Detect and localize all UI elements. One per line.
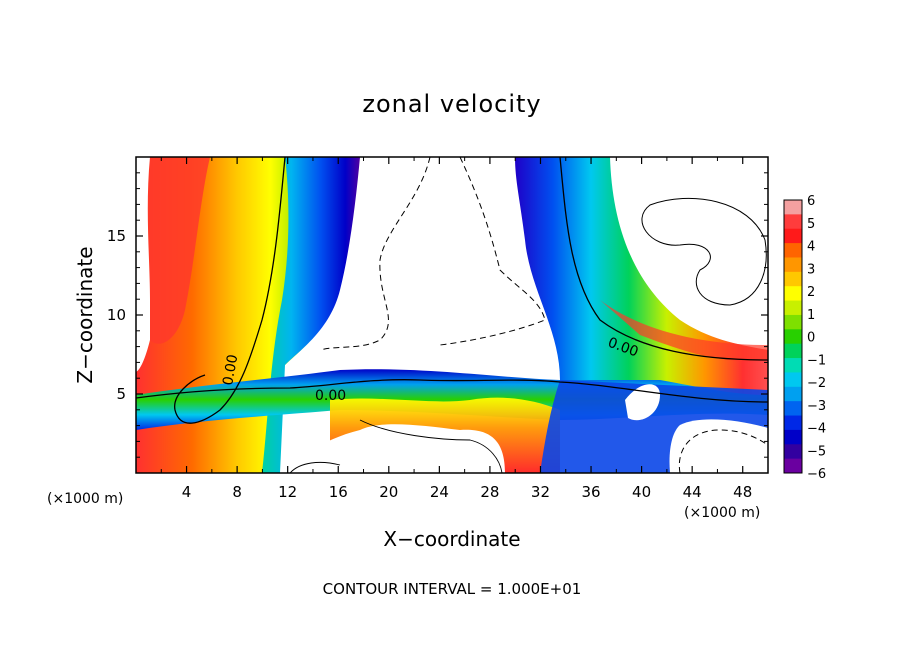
- y-tick-label: 15: [107, 227, 126, 245]
- zero-contour-left: [174, 157, 286, 424]
- colorbar-swatch: [784, 228, 802, 244]
- x-axis-label: X−coordinate: [383, 527, 520, 551]
- colorbar-frame: [783, 199, 803, 474]
- thin-contour-lower: [289, 419, 503, 473]
- right-jet-shade: [515, 157, 768, 395]
- right-lower-hole: [625, 384, 660, 421]
- chart-title: zonal velocity: [362, 90, 541, 118]
- colorbar-swatch: [784, 429, 802, 445]
- x-tick-label: 24: [430, 483, 449, 501]
- colorbar-label: 3: [807, 262, 815, 277]
- colorbar-swatch: [784, 243, 802, 258]
- colorbar-swatch: [784, 386, 802, 402]
- contour-label-2: 0.00: [315, 388, 346, 404]
- colorbar-label: −4: [807, 422, 826, 437]
- colorbar: [783, 199, 803, 474]
- colorbar-label: 5: [807, 217, 815, 232]
- zero-contour-right: [559, 157, 768, 361]
- colorbar-label: 0: [807, 331, 815, 346]
- right-jet-red-tip: [600, 300, 768, 361]
- colorbar-swatch: [784, 372, 802, 388]
- colorbar-swatch: [784, 200, 802, 215]
- plot-area: [136, 157, 768, 473]
- colorbar-swatch: [784, 300, 802, 316]
- y-tick-label: 10: [107, 306, 126, 324]
- x-tick-label: 44: [683, 483, 702, 501]
- dashed-contour-center: [319, 157, 546, 351]
- colorbar-swatch: [784, 257, 802, 273]
- y-axis-label: Z−coordinate: [73, 246, 97, 383]
- colorbar-label: 6: [807, 194, 815, 209]
- colorbar-label: −3: [807, 399, 826, 414]
- colorbar-label: −2: [807, 376, 826, 391]
- x-tick-label: 48: [733, 483, 752, 501]
- colorbar-label: 2: [807, 285, 815, 300]
- colorbar-labels: 6 5 4 3 2 1 0 −1 −2 −3 −4 −5 −6: [807, 194, 826, 482]
- colorbar-swatch: [784, 343, 802, 359]
- colorbar-label: −5: [807, 444, 826, 459]
- x-tick-label: 12: [278, 483, 297, 501]
- x-tick-label: 32: [531, 483, 550, 501]
- x-tick-label: 16: [329, 483, 348, 501]
- colorbar-swatch: [784, 444, 802, 460]
- colorbar-swatch: [784, 214, 802, 230]
- colorbar-swatch: [784, 271, 802, 287]
- colorbar-swatch: [784, 401, 802, 417]
- left-upper-red: [143, 157, 210, 344]
- x-tick-label: 4: [182, 483, 192, 501]
- colorbar-label: 4: [807, 240, 815, 255]
- colorbar-label: −6: [807, 467, 826, 482]
- closed-contour-right: [641, 197, 767, 306]
- colorbar-swatch: [784, 314, 802, 330]
- x-unit-label-left: (×1000 m): [47, 491, 123, 507]
- right-lower-white: [669, 419, 768, 473]
- colorbar-label: −1: [807, 353, 826, 368]
- y-axis-ticks: 5 10 15: [107, 172, 768, 458]
- left-outer-pink: [136, 157, 150, 372]
- colorbar-label: 1: [807, 308, 815, 323]
- colorbar-swatch: [784, 358, 802, 373]
- left-jet-blue-edge: [262, 157, 360, 473]
- x-tick-label: 40: [632, 483, 651, 501]
- low-white-pocket: [290, 424, 505, 473]
- colorbar-swatch: [784, 415, 802, 431]
- colorbar-swatch: [784, 286, 802, 302]
- zero-contour-band: [136, 379, 768, 403]
- contour-label-1: 0.00: [220, 353, 241, 386]
- x-unit-label-right: (×1000 m): [684, 505, 760, 521]
- x-tick-label: 20: [379, 483, 398, 501]
- y-tick-label: 5: [116, 385, 126, 403]
- colorbar-swatch: [784, 458, 802, 474]
- x-tick-label: 8: [232, 483, 242, 501]
- colorbar-swatch: [784, 329, 802, 345]
- x-axis-ticks: 4 8 12 16 20 24 28 32 36 40 44 48: [160, 157, 752, 501]
- contour-interval-note: CONTOUR INTERVAL = 1.000E+01: [323, 580, 582, 598]
- x-tick-label: 36: [581, 483, 600, 501]
- x-tick-label: 28: [480, 483, 499, 501]
